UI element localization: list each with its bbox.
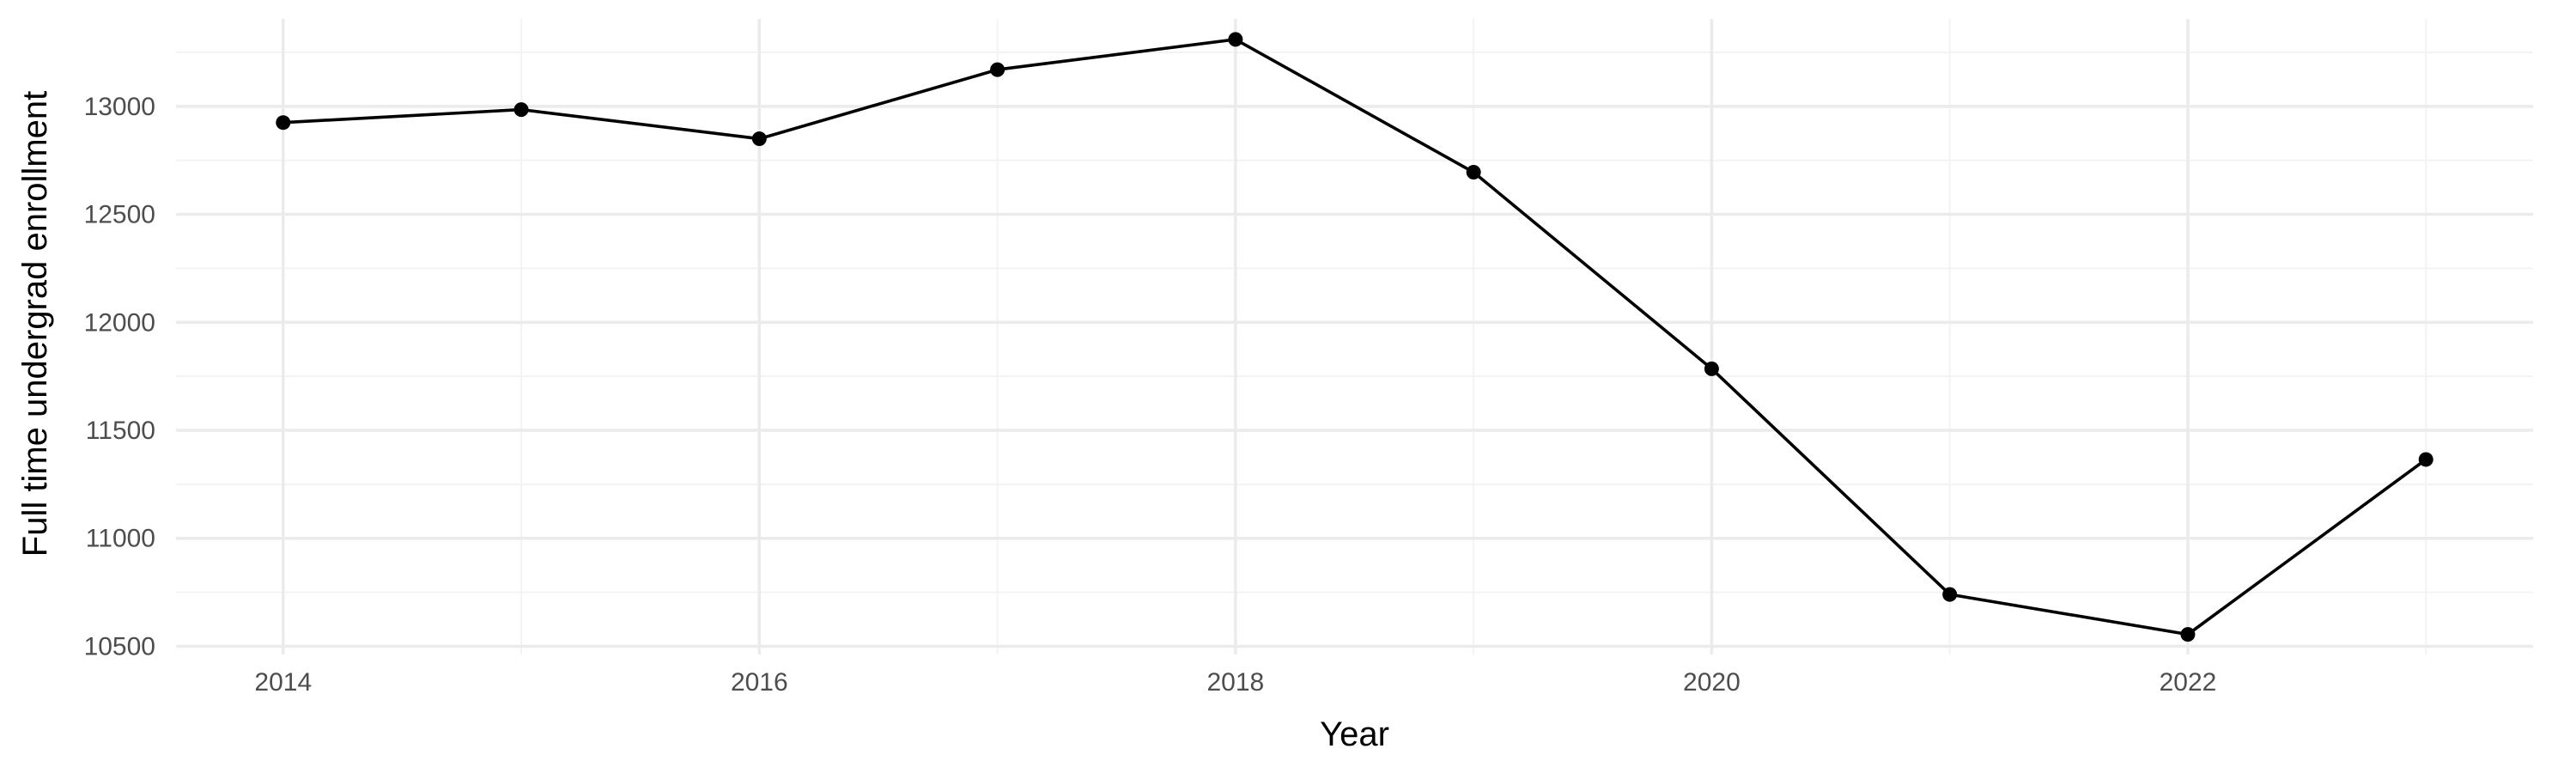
x-tick-label: 2018	[1206, 668, 1264, 697]
y-tick-label: 11500	[86, 417, 155, 445]
x-tick-label: 2022	[2160, 668, 2217, 697]
data-point	[1942, 587, 1958, 602]
y-tick-label: 11000	[86, 525, 155, 553]
x-tick-label: 2020	[1683, 668, 1741, 697]
y-tick-label: 10500	[84, 632, 155, 660]
data-point	[2418, 452, 2433, 467]
data-point	[513, 102, 529, 118]
data-point	[276, 115, 291, 131]
series-enrollment	[276, 32, 2433, 642]
y-tick-label: 12500	[84, 201, 155, 229]
data-point	[751, 131, 767, 147]
data-point	[1704, 361, 1719, 376]
data-point	[1466, 165, 1481, 180]
y-axis-title: Full time undergrad enrollment	[16, 91, 54, 557]
data-point	[1228, 32, 1243, 47]
series-line	[283, 38, 2427, 636]
tick-labels: 2014 2016 2018 2020 2022 10500 11000 11500 12000…	[84, 93, 2217, 697]
x-axis-title: Year	[1320, 715, 1389, 753]
grid	[176, 19, 2533, 654]
x-tick-label: 2016	[731, 668, 788, 697]
y-tick-label: 13000	[84, 93, 155, 121]
data-point	[990, 62, 1005, 77]
y-tick-label: 12000	[84, 308, 155, 337]
x-tick-label: 2014	[254, 668, 312, 697]
data-point	[2180, 627, 2196, 642]
